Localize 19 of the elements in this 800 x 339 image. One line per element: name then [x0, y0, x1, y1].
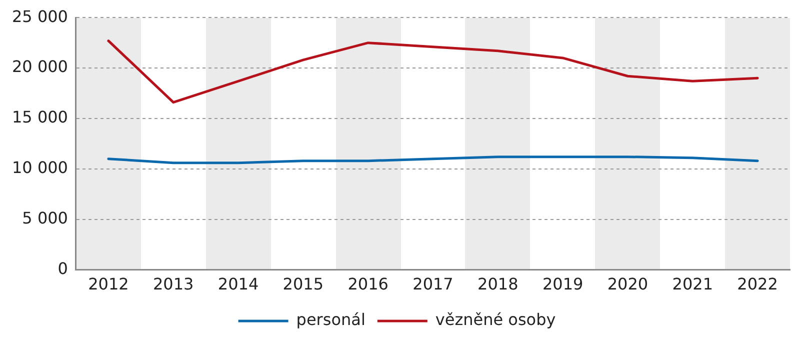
- y-tick-label: 20 000: [12, 57, 68, 76]
- x-tick-label: 2018: [478, 274, 518, 294]
- x-tick-label: 2013: [152, 274, 194, 294]
- x-tick-label: 2022: [737, 274, 778, 294]
- y-tick-label: 15 000: [12, 108, 68, 127]
- x-tick-label: 2015: [282, 274, 324, 294]
- legend-label: personál: [296, 310, 366, 330]
- legend-label: vězněné osoby: [435, 310, 556, 330]
- x-tick-label: 2016: [348, 274, 388, 294]
- y-tick-label: 5 000: [22, 208, 68, 228]
- x-tick-label: 2019: [542, 274, 584, 294]
- x-tick-label: 2021: [672, 274, 713, 294]
- y-tick-label: 0: [58, 258, 68, 278]
- y-tick-label: 10 000: [12, 158, 68, 178]
- y-tick-label: 25 000: [12, 6, 68, 26]
- x-tick-label: 2017: [412, 274, 454, 294]
- x-tick-label: 2014: [218, 274, 259, 294]
- x-tick-label: 2020: [607, 274, 648, 294]
- x-tick-label: 2012: [88, 274, 129, 294]
